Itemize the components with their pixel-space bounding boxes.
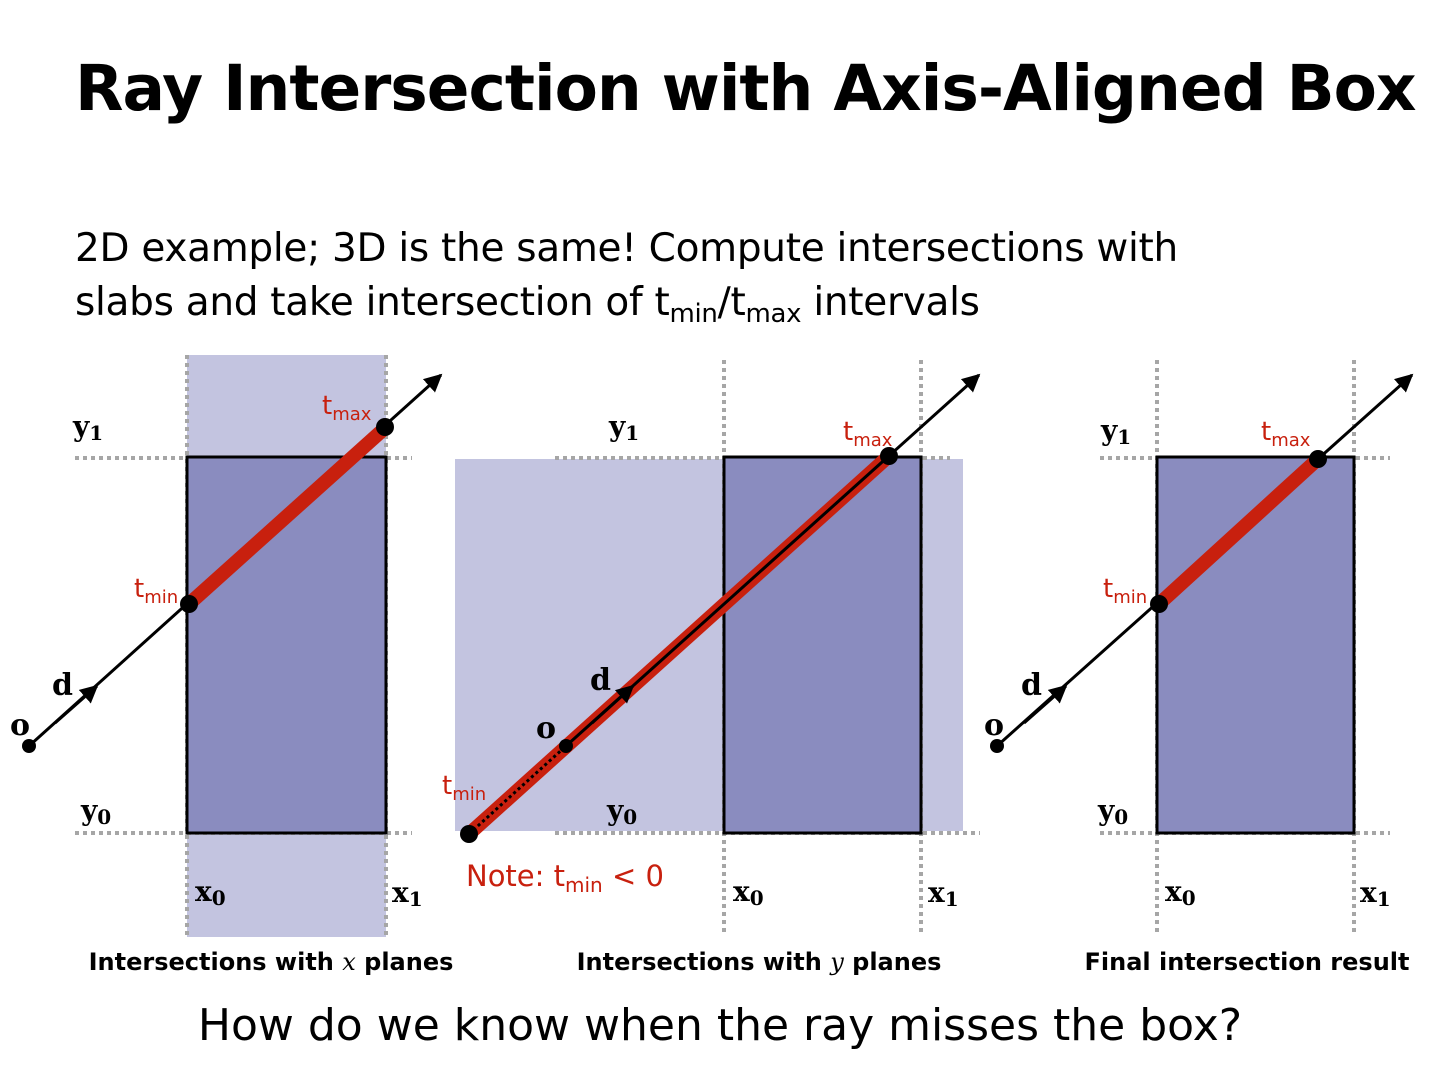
subtitle-sub-min: min (669, 299, 718, 329)
t-interval (184, 422, 390, 610)
direction-label: d (52, 668, 73, 703)
x0-label: x0 (195, 875, 226, 910)
x1-label: x1 (392, 876, 423, 911)
subtitle-sub-max: max (745, 299, 802, 329)
tmax-point-icon (880, 447, 898, 465)
panel-y-planes: y1 y0 x0 x1 o d tmin tmax Note: tmin < 0… (442, 360, 981, 976)
panel-final-result: y1 y0 x0 x1 o d tmin tmax Final intersec… (984, 360, 1414, 976)
tmin-label: tmin (134, 574, 178, 608)
y0-label: y0 (80, 794, 111, 829)
origin-point-icon (559, 739, 573, 753)
tmax-label: tmax (1261, 417, 1311, 451)
tmin-point-icon (1150, 595, 1168, 613)
subtitle-text-a: slabs and take intersection of t (75, 280, 670, 325)
caption-x-planes: Intersections with x planes (89, 948, 454, 976)
y1-label: y1 (1100, 414, 1131, 449)
x0-label: x0 (733, 875, 764, 910)
subtitle-text-c: intervals (801, 280, 980, 325)
t-interval (1154, 453, 1323, 610)
y1-label: y1 (608, 410, 639, 445)
x1-label: x1 (928, 876, 959, 911)
y0-label: y0 (1097, 794, 1128, 829)
subtitle-text-b: /t (717, 280, 746, 325)
origin-label: o (984, 708, 1004, 743)
origin-label: o (536, 711, 556, 746)
tmin-point-icon (180, 595, 198, 613)
slide-title: Ray Intersection with Axis-Aligned Box (75, 52, 1417, 125)
direction-arrow (54, 684, 99, 725)
tmin-label: tmin (1103, 574, 1147, 608)
tmax-point-icon (376, 418, 394, 436)
subtitle-line-1: 2D example; 3D is the same! Compute inte… (75, 226, 1178, 271)
origin-label: o (10, 708, 30, 743)
caption-final-result: Final intersection result (1085, 948, 1410, 976)
tmin-point-icon (460, 825, 478, 843)
panel-x-planes: y1 y0 x0 x1 o d tmin tmax Intersections … (10, 355, 453, 976)
y1-label: y1 (72, 410, 103, 445)
subtitle-line-2: slabs and take intersection of tmin/tmax… (75, 280, 980, 327)
origin-point-icon (22, 739, 36, 753)
tmax-point-icon (1309, 450, 1327, 468)
caption-y-planes: Intersections with y planes (577, 948, 942, 976)
direction-arrow (1023, 684, 1068, 725)
slide-question: How do we know when the ray misses the b… (197, 1000, 1243, 1051)
ray (564, 373, 981, 748)
tmin-label: tmin (442, 771, 486, 805)
x1-label: x1 (1360, 876, 1391, 911)
tmax-label: tmax (843, 417, 893, 451)
negative-ray-part (467, 744, 568, 836)
direction-label: d (1021, 668, 1042, 703)
x0-label: x0 (1165, 875, 1196, 910)
origin-point-icon (990, 739, 1004, 753)
direction-arrow (590, 684, 635, 725)
note-tmin-negative: Note: tmin < 0 (466, 859, 664, 897)
direction-label: d (590, 663, 611, 698)
y0-label: y0 (606, 794, 637, 829)
tmax-label: tmax (322, 391, 372, 425)
